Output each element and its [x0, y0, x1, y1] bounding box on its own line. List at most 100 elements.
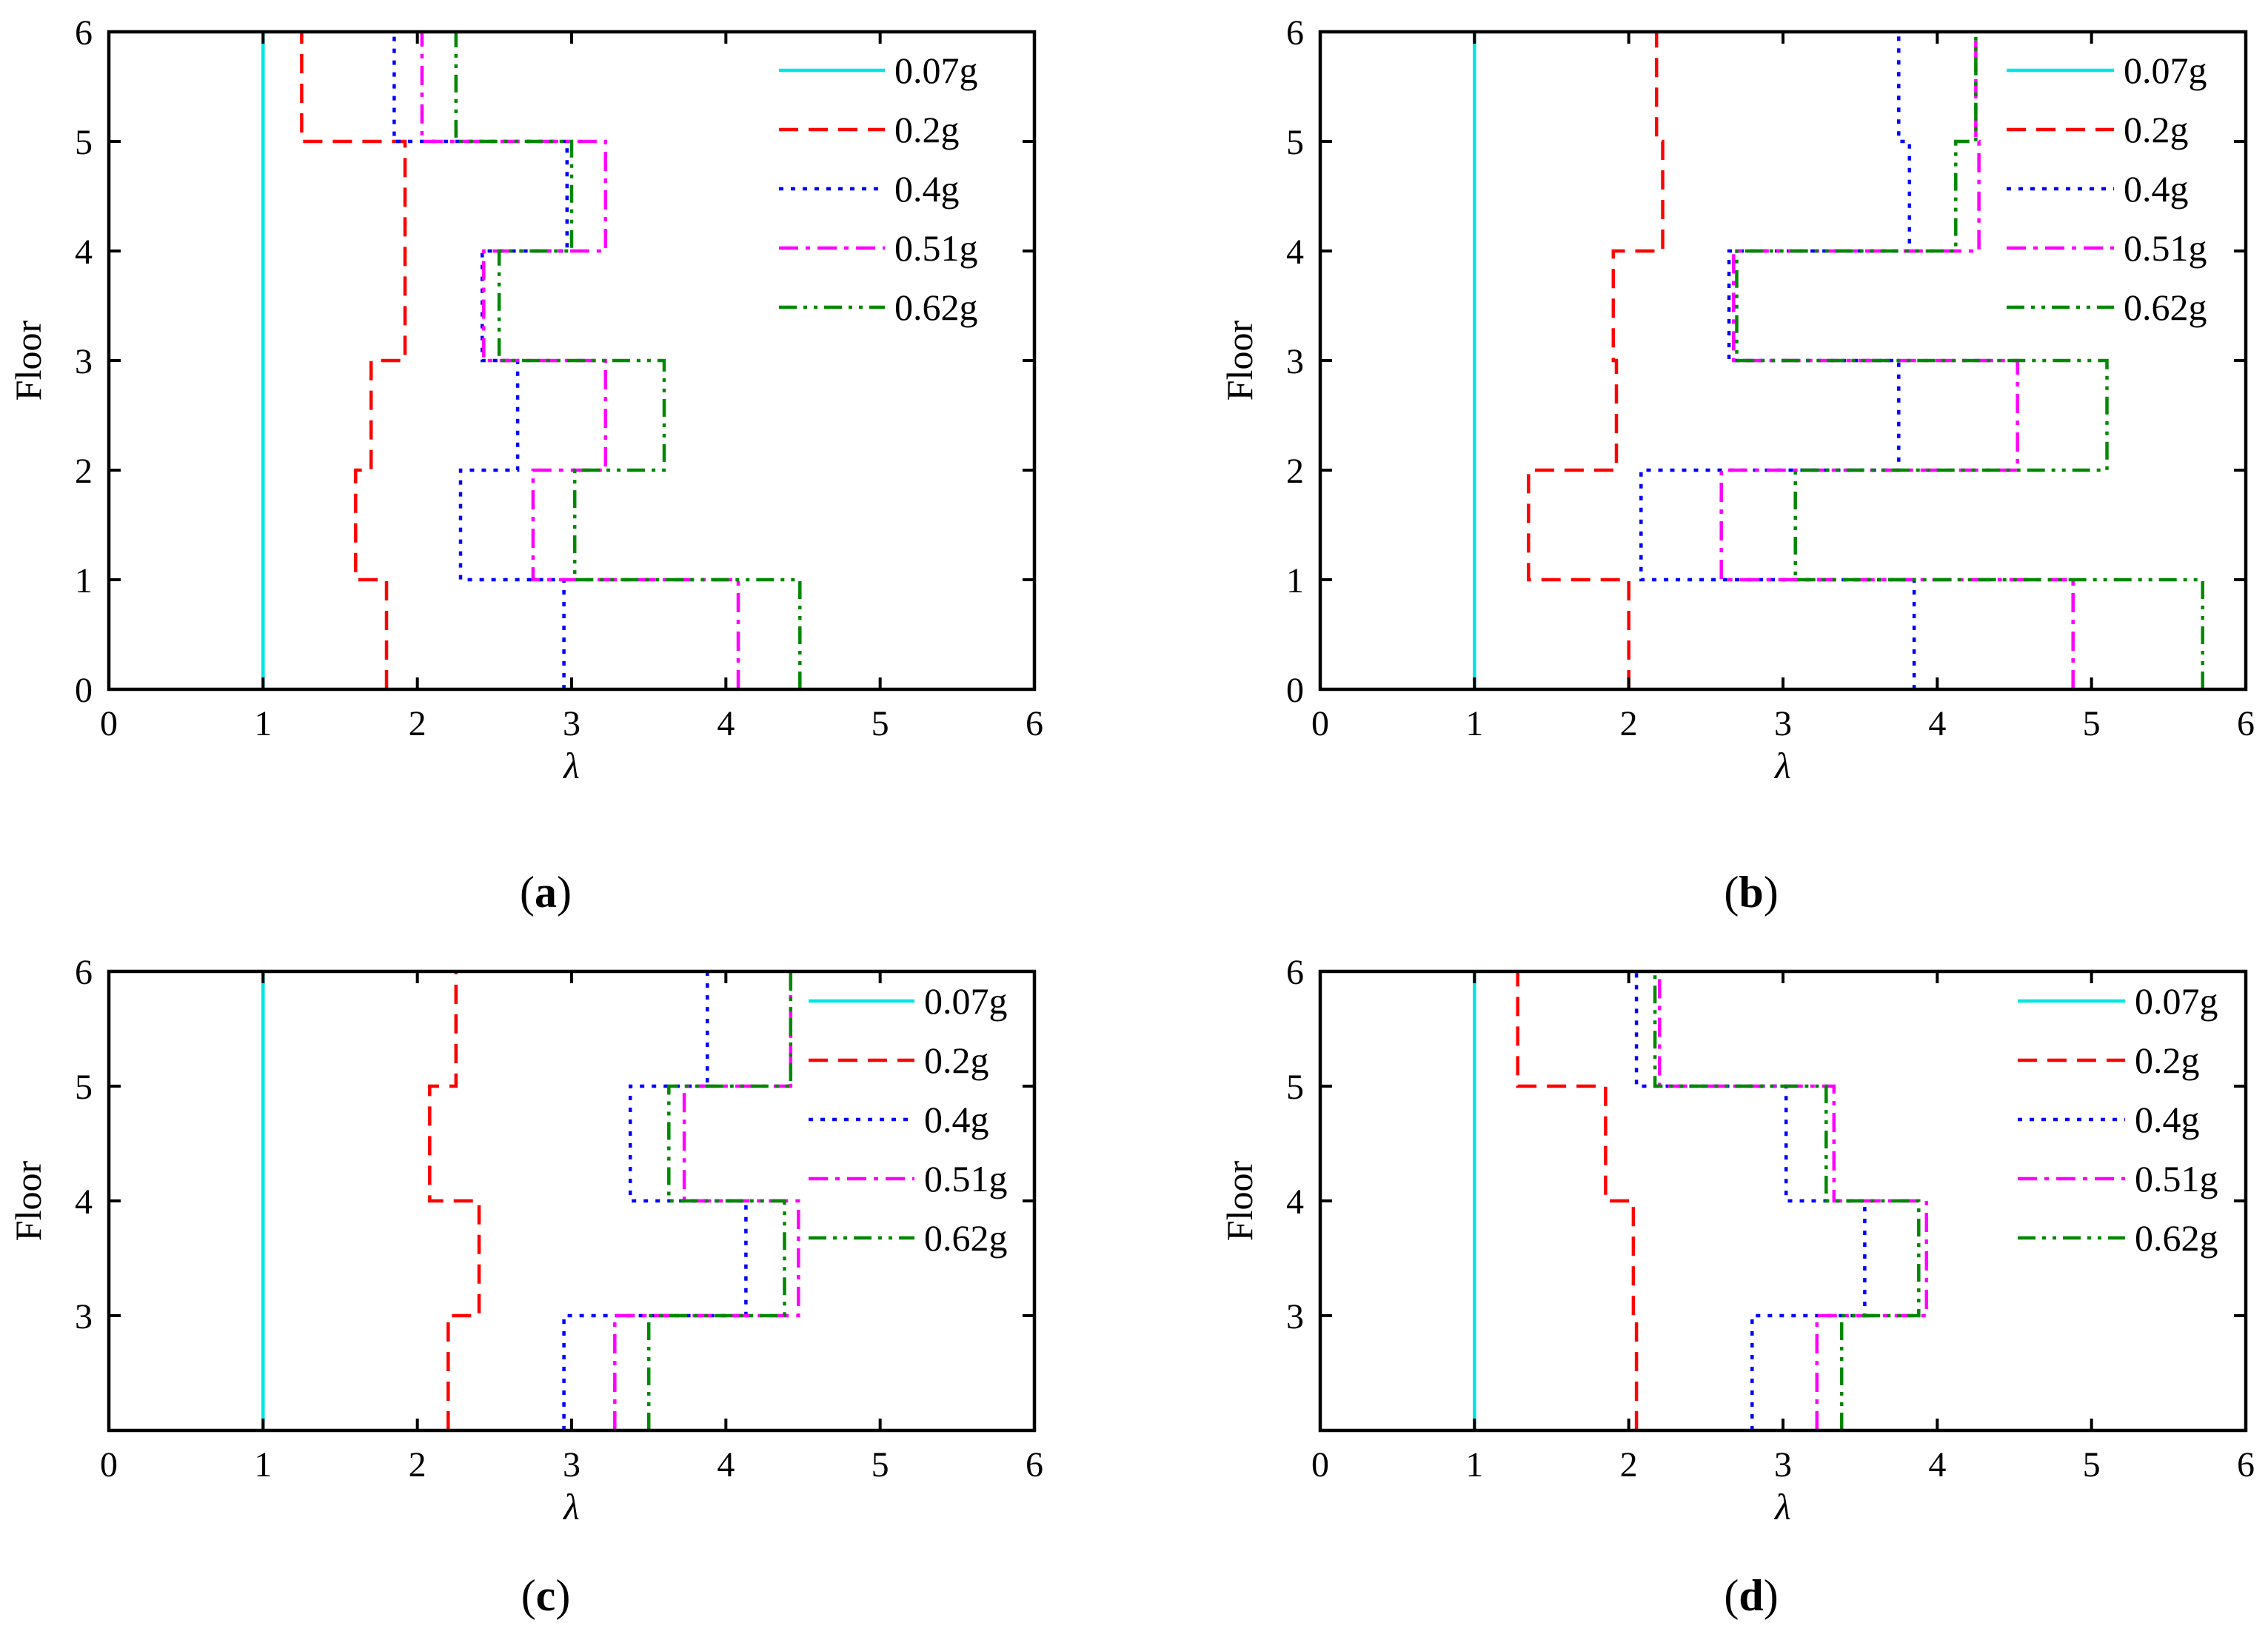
y-tick-label: 2 [1286, 452, 1304, 491]
series-line-0.2g [1516, 971, 1639, 1430]
caption-label: c [536, 1571, 556, 1620]
x-tick-label: 4 [1928, 1445, 1946, 1484]
x-tick-label: 3 [1774, 704, 1792, 743]
legend-label: 0.07g [894, 50, 978, 91]
series-line-0.2g [300, 32, 407, 689]
x-tick-label: 3 [563, 1445, 581, 1484]
x-tick-label: 6 [1026, 1445, 1043, 1484]
y-axis-label: Floor [7, 1160, 49, 1241]
x-tick-label: 3 [563, 704, 581, 743]
legend-label: 0.07g [924, 980, 1008, 1022]
y-tick-label: 3 [1286, 1297, 1304, 1336]
y-tick-label: 0 [75, 671, 93, 710]
series-line-0.51g [420, 32, 740, 689]
x-tick-label: 4 [717, 704, 735, 743]
x-tick-label: 5 [2083, 1445, 2101, 1484]
panel-caption: (a) [520, 868, 572, 917]
x-tick-label: 1 [254, 1445, 272, 1484]
x-tick-label: 2 [1620, 1445, 1638, 1484]
panel-a: 0 1 2 3 4 5 60123456λFloor0.07g0.2g0.4g0.51g0.… [7, 13, 1043, 917]
x-tick-label: 0 [100, 1445, 118, 1484]
legend: 0.07g 0.2g 0.4g 0.51g 0.62g [2007, 50, 2207, 328]
x-axis-label: λ [1773, 745, 1791, 786]
x-tick-label: 4 [717, 1445, 735, 1484]
series-line-0.62g [454, 32, 802, 689]
panel-b: 0 1 2 3 4 5 60123456λFloor0.07g0.2g0.4g0.51g0.… [1219, 13, 2255, 917]
y-tick-label: 6 [75, 13, 93, 53]
y-tick-label: 5 [75, 1068, 93, 1107]
legend-label: 0.4g [2124, 168, 2189, 210]
x-tick-label: 6 [2237, 1445, 2255, 1484]
legend-label: 0.4g [894, 168, 960, 210]
caption-close: ) [555, 1571, 570, 1620]
x-tick-label: 2 [1620, 704, 1638, 743]
series-line-0.62g [1653, 971, 1921, 1430]
panel-caption: (b) [1724, 868, 1778, 917]
series-line-0.2g [1527, 32, 1665, 689]
caption-close: ) [557, 868, 572, 917]
legend-label: 0.07g [2124, 50, 2207, 91]
legend-label: 0.2g [2124, 109, 2189, 150]
x-tick-label: 0 [1311, 1445, 1329, 1484]
x-tick-label: 5 [872, 1445, 889, 1484]
x-tick-label: 2 [409, 704, 426, 743]
legend-label: 0.07g [2135, 980, 2218, 1022]
y-tick-label: 4 [1286, 232, 1304, 272]
caption-label: a [535, 868, 557, 917]
series-line-0.4g [1634, 971, 1867, 1430]
x-tick-label: 1 [254, 704, 272, 743]
caption-label: d [1739, 1571, 1763, 1620]
legend: 0.07g 0.2g 0.4g 0.51g 0.62g [809, 980, 1008, 1259]
y-axis-label: Floor [1219, 320, 1260, 401]
caption-open: ( [520, 868, 535, 917]
legend-label: 0.62g [2135, 1217, 2218, 1259]
y-tick-label: 5 [1286, 1068, 1304, 1107]
x-tick-label: 1 [1465, 1445, 1483, 1484]
legend-label: 0.51g [924, 1158, 1008, 1199]
y-tick-label: 5 [75, 123, 93, 162]
caption-close: ) [1764, 868, 1779, 917]
y-tick-label: 6 [75, 953, 93, 992]
x-tick-label: 4 [1928, 704, 1946, 743]
x-tick-label: 6 [1026, 704, 1043, 743]
legend-label: 0.2g [894, 109, 960, 150]
legend-label: 0.4g [924, 1099, 989, 1140]
y-tick-label: 4 [75, 1182, 93, 1222]
y-axis-label: Floor [1219, 1160, 1260, 1241]
x-axis-label: λ [562, 745, 580, 786]
legend-label: 0.2g [2135, 1040, 2200, 1081]
legend-label: 0.62g [894, 287, 978, 328]
legend-label: 0.62g [924, 1217, 1008, 1259]
legend: 0.07g 0.2g 0.4g 0.51g 0.62g [779, 50, 978, 328]
series-line-0.2g [428, 971, 481, 1430]
legend-label: 0.4g [2135, 1099, 2200, 1140]
y-tick-label: 1 [1286, 561, 1304, 600]
panel-caption: (c) [521, 1571, 571, 1620]
y-tick-label: 3 [75, 1297, 93, 1336]
x-axis-label: λ [1773, 1486, 1791, 1527]
caption-label: b [1739, 868, 1763, 917]
panel-d: 0 1 2 3 4 5 6 3 4 5 6 λ Floor 0.07g 0.2g 0.4g 0.51g 0.62g… [1219, 953, 2255, 1620]
legend: 0.07g 0.2g 0.4g 0.51g 0.62g [2018, 980, 2218, 1259]
y-tick-label: 6 [1286, 13, 1304, 53]
caption-open: ( [1724, 1571, 1739, 1620]
legend-label: 0.2g [924, 1040, 989, 1081]
x-tick-label: 2 [409, 1445, 426, 1484]
plot-frame [107, 969, 1037, 1433]
caption-open: ( [521, 1571, 536, 1620]
caption-close: ) [1764, 1571, 1779, 1620]
y-tick-label: 5 [1286, 123, 1304, 162]
caption-open: ( [1724, 868, 1739, 917]
series-line-0.62g [646, 971, 793, 1430]
y-tick-label: 3 [1286, 342, 1304, 381]
x-axis-label: λ [562, 1486, 580, 1527]
y-axis-label: Floor [7, 320, 49, 401]
y-tick-label: 1 [75, 561, 93, 600]
series-line-0.51g [1658, 971, 1929, 1430]
x-tick-label: 5 [872, 704, 889, 743]
y-tick-label: 4 [75, 232, 93, 272]
y-tick-label: 0 [1286, 671, 1304, 710]
x-tick-label: 6 [2237, 704, 2255, 743]
panel-c: 0 1 2 3 4 5 6 3 4 5 6 λ Floor 0.07g 0.2g 0.4g 0.51g 0.62g… [7, 953, 1043, 1620]
